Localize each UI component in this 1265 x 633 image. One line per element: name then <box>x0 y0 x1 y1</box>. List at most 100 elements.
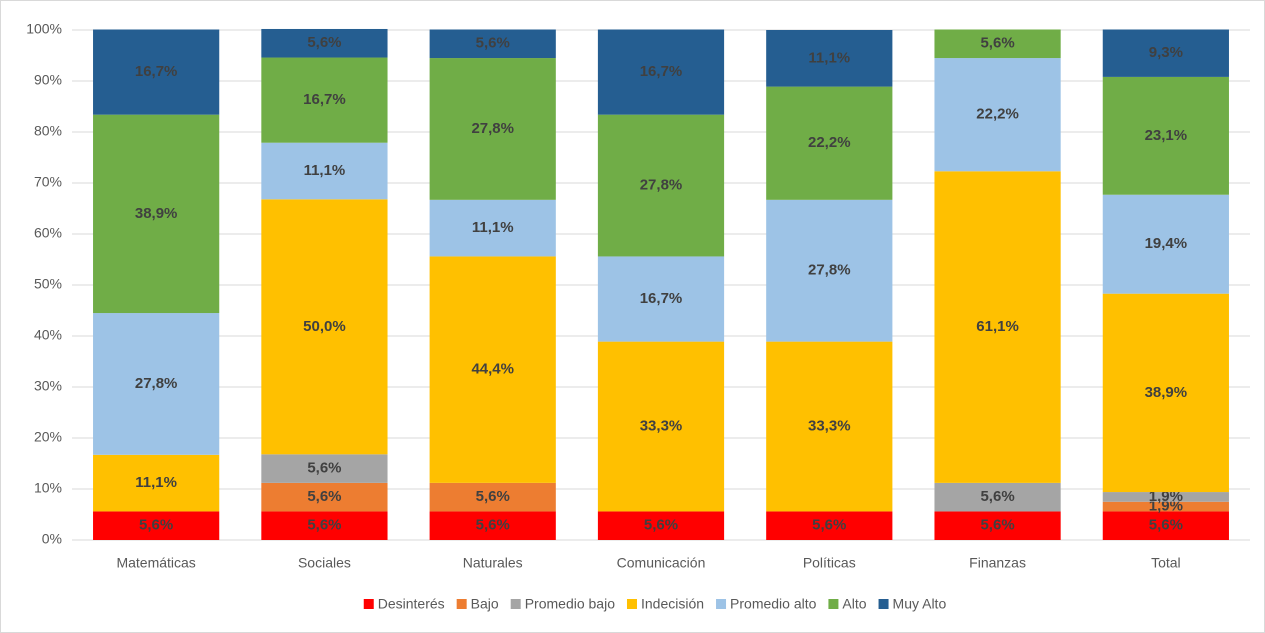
legend-label: Alto <box>842 596 866 612</box>
x-tick-label: Políticas <box>803 555 856 571</box>
data-label: 5,6% <box>476 488 510 505</box>
x-tick-label: Finanzas <box>969 555 1026 571</box>
bar-segment <box>93 313 220 455</box>
y-tick-label: 90% <box>34 72 62 88</box>
data-label: 19,4% <box>1145 235 1188 252</box>
bar-segment <box>766 86 893 200</box>
data-label: 9,3% <box>1149 44 1183 61</box>
y-tick-label: 20% <box>34 429 62 445</box>
data-label: 16,7% <box>640 290 683 307</box>
bar-segment <box>1102 501 1229 512</box>
bar-segment <box>1102 29 1229 77</box>
y-tick-label: 80% <box>34 123 62 139</box>
bar-segment <box>597 341 725 512</box>
data-label: 23,1% <box>1145 127 1188 144</box>
bar-segment <box>1102 492 1229 502</box>
data-label: 50,0% <box>303 318 346 335</box>
y-tick-label: 50% <box>34 276 62 292</box>
x-tick-label: Total <box>1151 555 1181 571</box>
bar-segment <box>766 30 893 87</box>
bar-segment <box>1102 76 1229 195</box>
data-label: 5,6% <box>139 517 173 534</box>
data-label: 27,8% <box>135 375 178 392</box>
bar-segment <box>429 29 556 59</box>
legend-swatch <box>363 599 374 609</box>
legend-swatch <box>626 599 637 609</box>
legend-swatch <box>510 599 521 609</box>
bar-segment <box>766 511 893 540</box>
bar-segment <box>93 114 220 314</box>
bar-segment <box>261 454 388 483</box>
data-label: 5,6% <box>307 34 341 51</box>
x-tick-label: Naturales <box>463 555 523 571</box>
data-label: 27,8% <box>471 120 514 137</box>
bar-segment <box>934 482 1061 512</box>
bar-segment <box>934 29 1061 59</box>
data-label: 5,6% <box>476 517 510 534</box>
y-tick-label: 60% <box>34 225 62 241</box>
data-label: 5,6% <box>307 517 341 534</box>
data-label: 5,6% <box>980 35 1014 52</box>
bar-segment <box>597 29 725 115</box>
bar-segment <box>429 58 556 200</box>
bar-segment <box>261 511 388 540</box>
data-label: 5,6% <box>644 517 678 534</box>
x-tick-label: Matemáticas <box>116 555 195 571</box>
data-label: 16,7% <box>640 63 683 80</box>
legend-swatch <box>456 599 467 609</box>
y-tick-label: 0% <box>42 531 62 547</box>
bar-segment <box>597 114 725 257</box>
bar-segment <box>766 341 893 512</box>
data-label: 5,6% <box>1149 517 1183 534</box>
data-label: 22,2% <box>976 106 1019 123</box>
bar-segment <box>93 29 220 115</box>
bar-segment <box>429 256 556 483</box>
legend-swatch <box>716 599 727 609</box>
legend-label: Promedio bajo <box>525 596 615 612</box>
y-tick-label: 70% <box>34 174 62 190</box>
bar-segment <box>766 199 893 342</box>
bar-segment <box>1102 293 1229 493</box>
data-label: 5,6% <box>980 488 1014 505</box>
y-tick-label: 10% <box>34 480 62 496</box>
data-label: 33,3% <box>640 417 683 434</box>
bar-segment <box>429 511 556 540</box>
data-label: 27,8% <box>640 177 683 194</box>
legend-swatch <box>878 599 889 609</box>
x-tick-label: Sociales <box>298 555 351 571</box>
bar-segment <box>1102 511 1229 540</box>
bar-segment <box>597 511 725 540</box>
bar-segment <box>261 199 388 455</box>
data-label: 11,1% <box>135 474 177 491</box>
legend-swatch <box>828 599 839 609</box>
data-label: 5,6% <box>812 517 846 534</box>
bar-segment <box>1102 194 1229 294</box>
bar-segment <box>429 482 556 512</box>
bar-segment <box>934 171 1061 483</box>
data-label: 5,6% <box>307 460 341 477</box>
data-label: 5,6% <box>476 35 510 52</box>
data-label: 5,6% <box>980 517 1014 534</box>
legend-label: Indecisión <box>641 596 704 612</box>
data-label: 5,6% <box>307 488 341 505</box>
data-label: 27,8% <box>808 262 851 279</box>
bar-segment <box>261 482 388 512</box>
data-label: 33,3% <box>808 417 851 434</box>
bar-segment <box>934 58 1061 172</box>
bar-segment <box>429 199 556 257</box>
legend-label: Muy Alto <box>893 596 947 612</box>
data-label: 61,1% <box>976 318 1019 335</box>
data-label: 38,9% <box>135 205 178 222</box>
data-label: 22,2% <box>808 134 851 151</box>
y-tick-label: 100% <box>26 21 62 37</box>
legend-label: Desinterés <box>378 596 445 612</box>
data-label: 16,7% <box>303 91 346 108</box>
bar-segment <box>261 28 388 58</box>
bar-segment <box>261 142 388 200</box>
bar-segment <box>934 511 1061 540</box>
bar-segment <box>93 511 220 540</box>
data-label: 1,9% <box>1149 488 1183 505</box>
x-tick-label: Comunicación <box>617 555 706 571</box>
data-label: 16,7% <box>135 63 178 80</box>
